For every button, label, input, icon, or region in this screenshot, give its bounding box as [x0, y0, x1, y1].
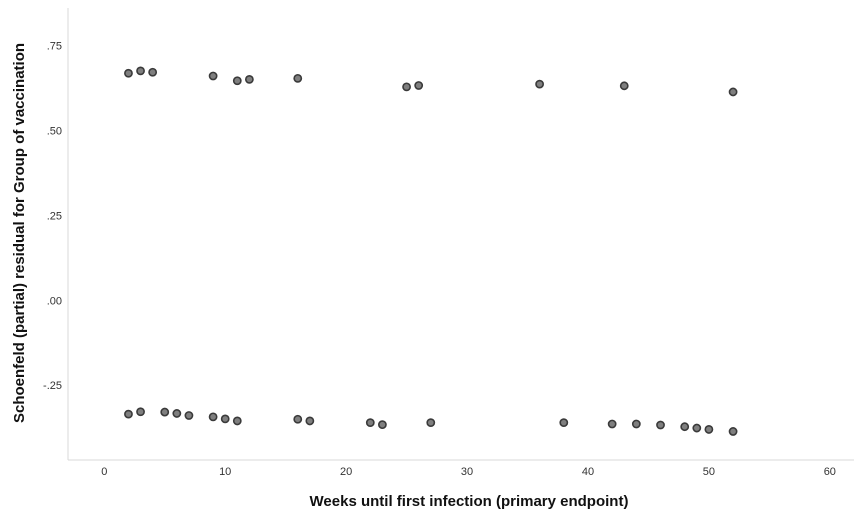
x-tick-label: 20	[340, 466, 352, 478]
data-point	[244, 74, 254, 84]
data-point	[305, 416, 315, 426]
data-point	[293, 414, 303, 424]
data-point	[172, 409, 182, 418]
y-tick-label: -.25	[43, 380, 62, 392]
y-axis-ticks: .75 .50 .25 .00 -.25	[43, 40, 62, 392]
data-point	[619, 81, 629, 91]
data-point	[124, 68, 133, 78]
x-tick-label: 40	[582, 466, 594, 478]
data-point	[220, 414, 230, 424]
data-point	[232, 416, 242, 426]
data-point	[136, 66, 145, 76]
data-point	[656, 420, 665, 430]
data-point	[535, 79, 544, 89]
data-point	[184, 411, 194, 420]
y-axis-title: Schoenfeld (partial) residual for Group …	[11, 43, 28, 423]
y-tick-label: .75	[47, 40, 62, 52]
data-point	[148, 67, 158, 77]
data-point	[124, 409, 133, 419]
x-tick-label: 0	[101, 466, 107, 478]
data-points	[124, 66, 738, 436]
data-point	[365, 418, 375, 428]
data-point	[402, 82, 411, 92]
x-tick-label: 60	[824, 466, 836, 478]
axes	[67, 8, 854, 461]
data-point	[692, 423, 702, 433]
x-tick-label: 10	[219, 466, 231, 478]
x-axis-title: Weeks until first infection (primary end…	[310, 493, 629, 510]
data-point	[631, 419, 641, 429]
data-point	[426, 418, 436, 428]
data-point	[208, 71, 218, 81]
data-point	[728, 427, 738, 436]
data-point	[704, 425, 714, 434]
x-tick-label: 50	[703, 466, 715, 478]
data-point	[680, 422, 690, 432]
data-point	[414, 81, 424, 90]
x-tick-label: 30	[461, 466, 473, 478]
data-point	[559, 418, 569, 428]
data-point	[607, 419, 617, 429]
x-axis-ticks: 0 10 20 30 40 50 60	[101, 466, 836, 478]
data-point	[728, 87, 738, 97]
data-point	[377, 420, 387, 430]
data-point	[160, 407, 170, 417]
data-point	[136, 407, 145, 417]
data-point	[232, 76, 242, 86]
data-point	[208, 412, 218, 422]
y-tick-label: .00	[47, 295, 62, 307]
y-tick-label: .25	[47, 210, 62, 222]
data-point	[293, 73, 303, 83]
y-tick-label: .50	[47, 125, 62, 137]
